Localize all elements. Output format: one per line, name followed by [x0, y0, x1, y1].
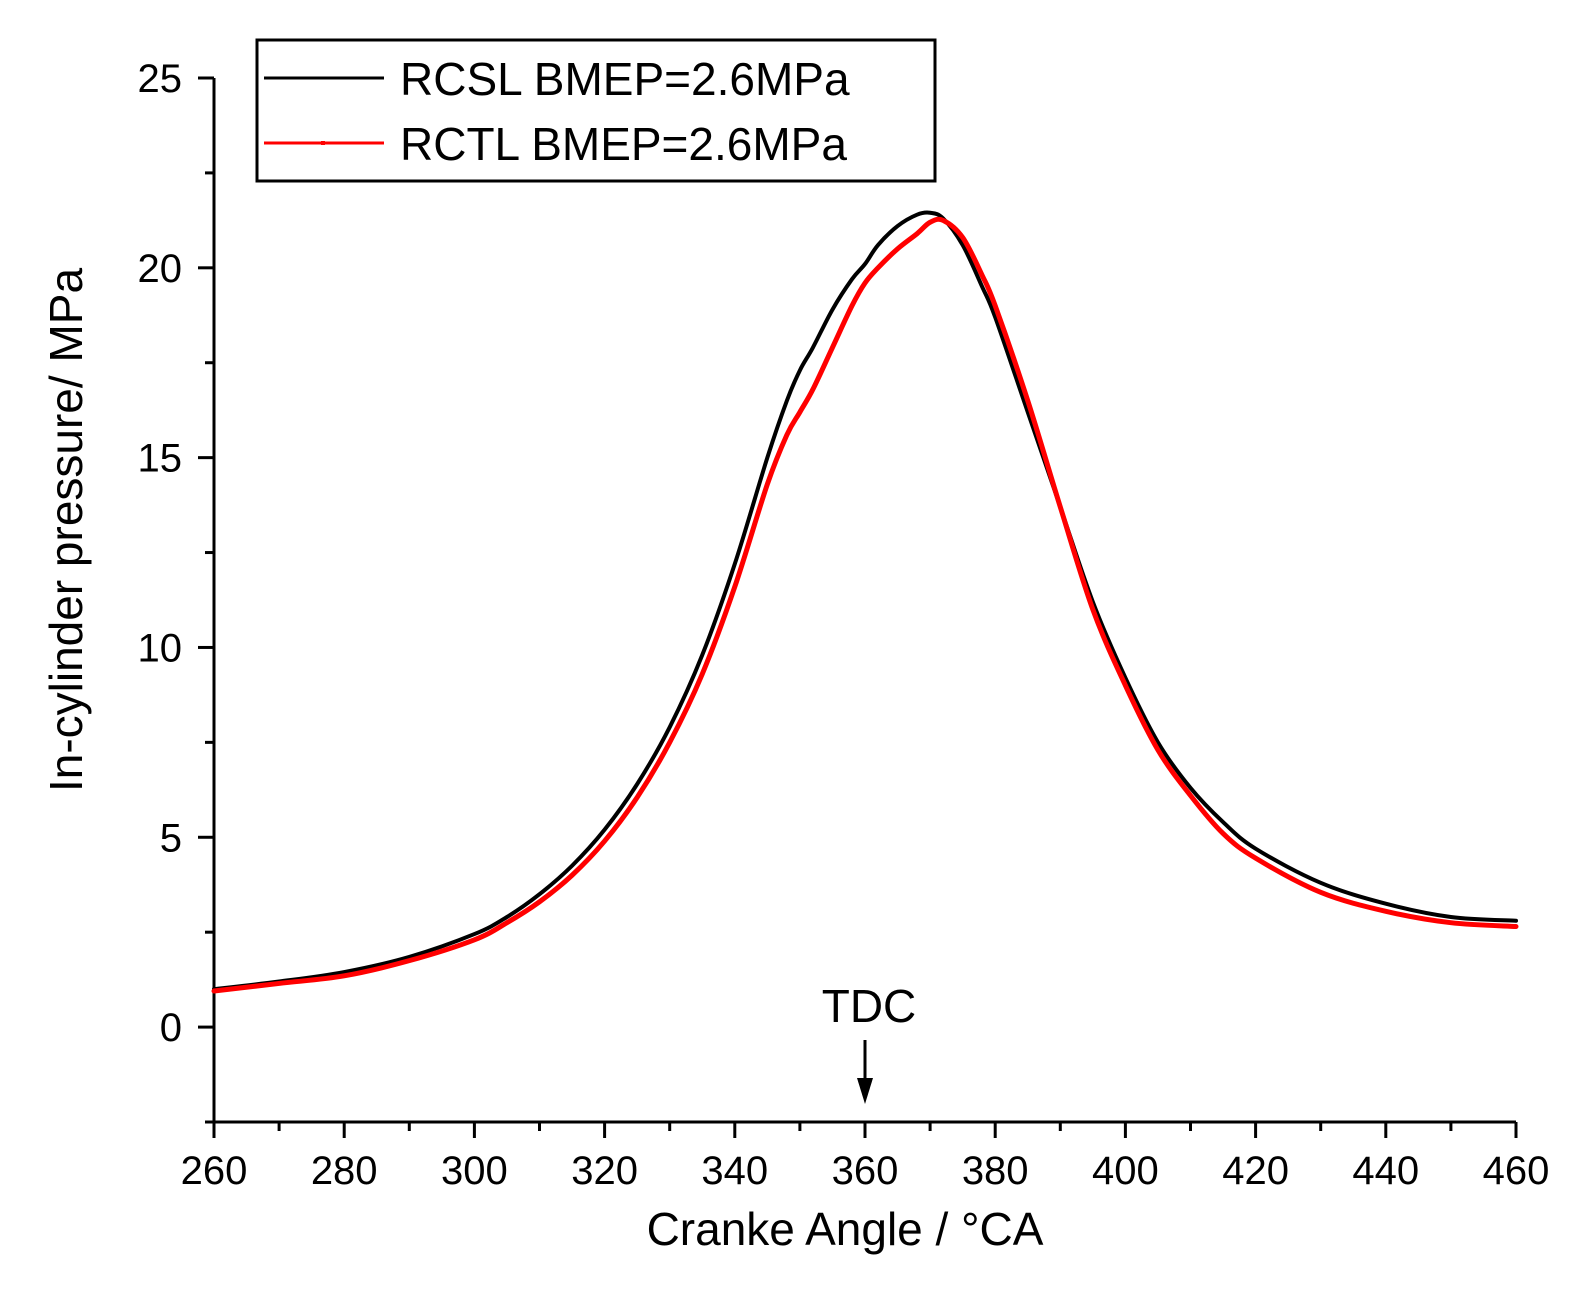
legend: RCSL BMEP=2.6MPa RCTL BMEP=2.6MPa: [255, 38, 937, 183]
y-tick-label: 10: [138, 626, 183, 670]
x-tick-label: 440: [1352, 1149, 1419, 1193]
y-tick-label: 0: [160, 1006, 182, 1050]
x-tick-label: 340: [701, 1149, 768, 1193]
y-tick-label: 15: [138, 437, 183, 481]
x-tick-label: 320: [571, 1149, 638, 1193]
legend-marker-rctl: [321, 141, 325, 145]
legend-label-rcsl: RCSL BMEP=2.6MPa: [400, 53, 850, 105]
x-tick-label: 380: [962, 1149, 1029, 1193]
legend-box: [255, 38, 937, 183]
y-tick-label: 20: [138, 247, 183, 291]
x-axis-title: Cranke Angle / °CA: [647, 1203, 1044, 1255]
legend-label-rctl: RCTL BMEP=2.6MPa: [400, 118, 847, 170]
series-line-rcsl: [212, 210, 1518, 992]
x-tick-label: 400: [1092, 1149, 1159, 1193]
x-tick-label: 300: [441, 1149, 508, 1193]
tdc-label: TDC: [822, 980, 917, 1032]
ticks: 260 280 300 320 340 360 380 400 420 440 460 0 5 10 15 2…: [138, 57, 1550, 1193]
y-tick-label: 5: [160, 816, 182, 860]
x-tick-label: 420: [1222, 1149, 1289, 1193]
annotations: TDC: [822, 980, 917, 1104]
y-tick-label: 25: [138, 57, 183, 101]
series-line-rctl: [211, 216, 1519, 994]
x-tick-label: 460: [1483, 1149, 1550, 1193]
x-tick-label: 280: [311, 1149, 378, 1193]
x-tick-label: 360: [832, 1149, 899, 1193]
x-tick-label: 260: [181, 1149, 248, 1193]
tdc-arrow-head: [857, 1078, 873, 1104]
series-lines: [211, 210, 1519, 994]
axes: [212, 78, 1516, 1124]
y-axis-title: In-cylinder pressure/ MPa: [40, 268, 92, 792]
